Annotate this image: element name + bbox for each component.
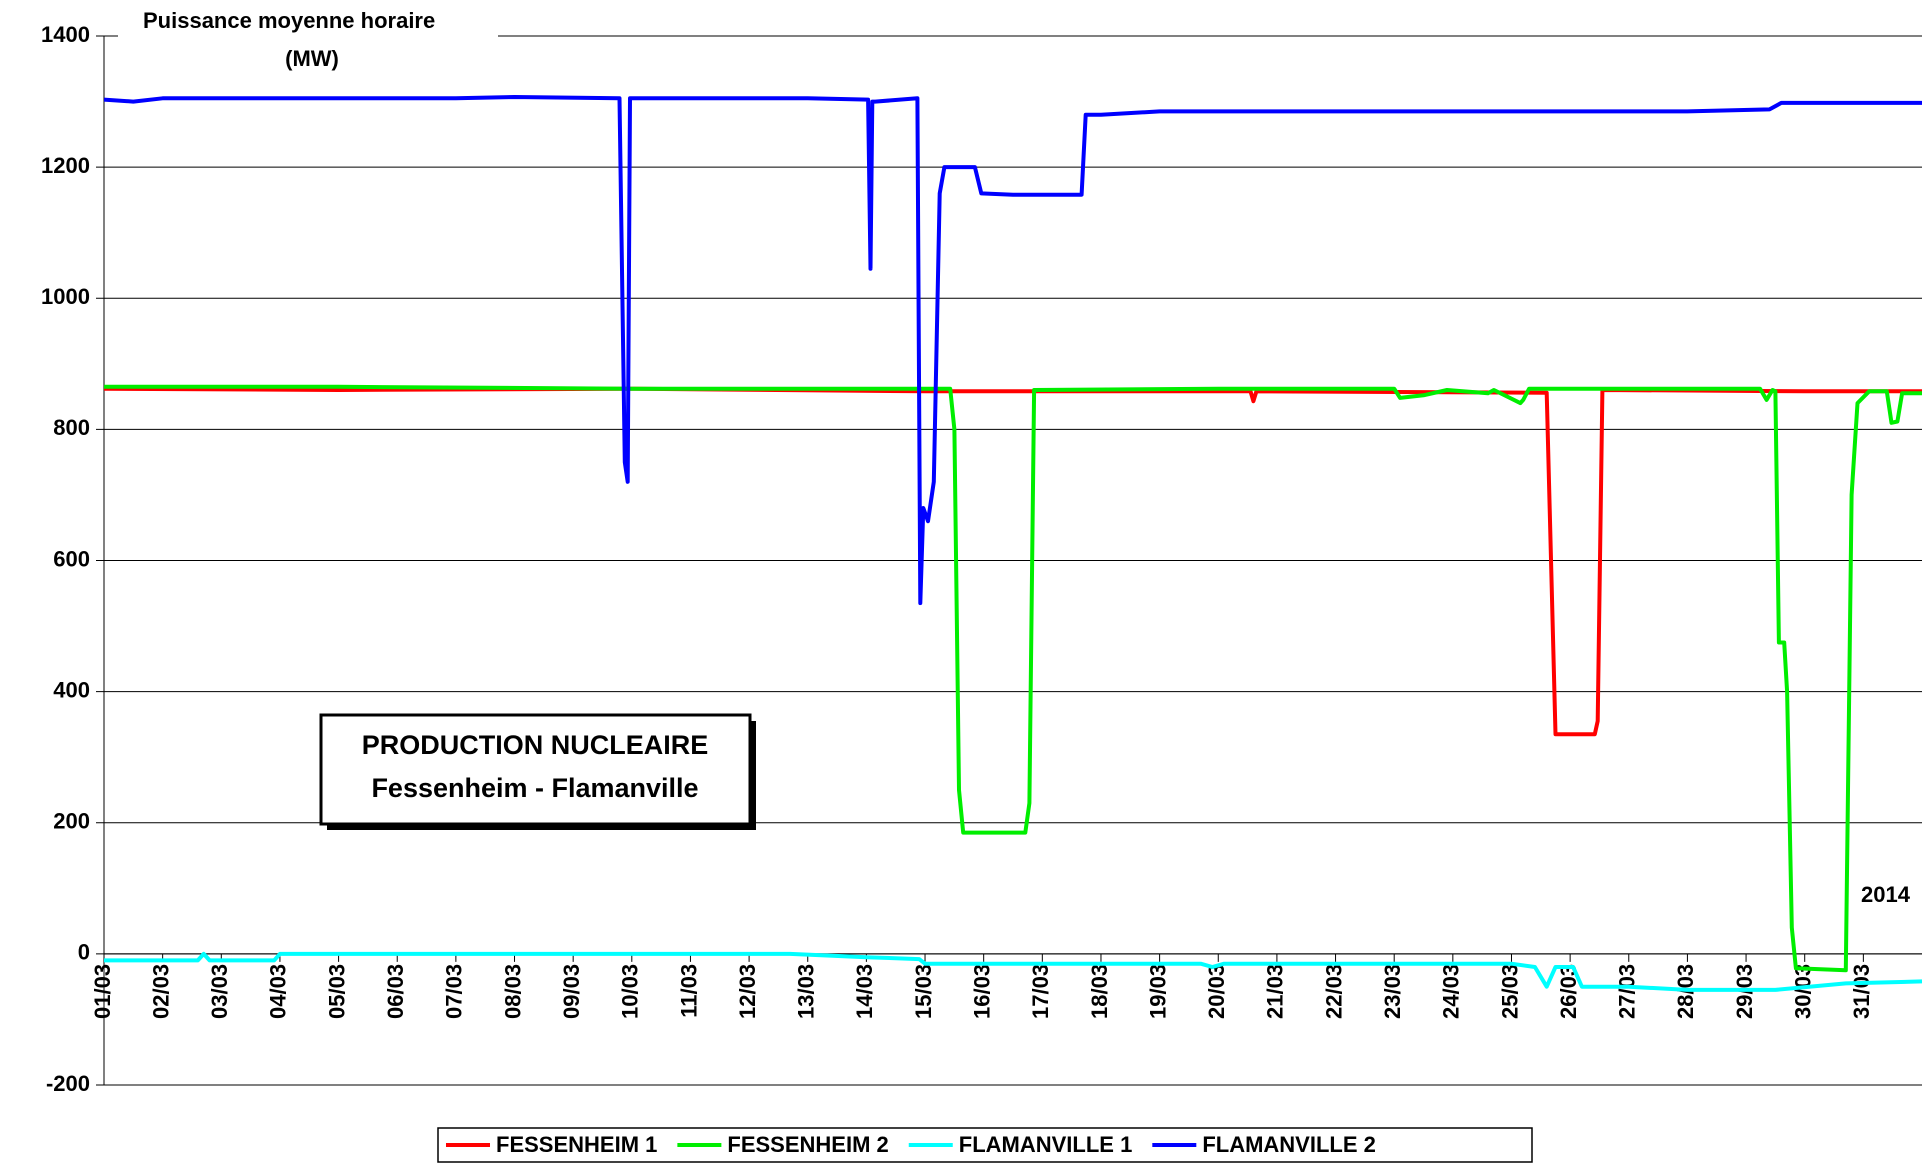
y-tick-label: 200 (53, 809, 90, 834)
x-tick-label: 30/03 (1791, 964, 1816, 1019)
legend-label: FLAMANVILLE 2 (1202, 1132, 1376, 1157)
y-tick-label: 800 (53, 415, 90, 440)
x-tick-label: 01/03 (90, 964, 115, 1019)
x-tick-label: 06/03 (383, 964, 408, 1019)
x-tick-label: 07/03 (442, 964, 467, 1019)
legend-label: FESSENHEIM 1 (496, 1132, 657, 1157)
y-tick-label: 1400 (41, 22, 90, 47)
x-tick-label: 13/03 (794, 964, 819, 1019)
x-tick-label: 16/03 (969, 964, 994, 1019)
box-subtitle: Fessenheim - Flamanville (371, 773, 698, 803)
x-tick-label: 27/03 (1615, 964, 1640, 1019)
y-tick-label: 1000 (41, 284, 90, 309)
y-tick-label: -200 (46, 1071, 90, 1096)
x-tick-label: 22/03 (1321, 964, 1346, 1019)
x-tick-label: 12/03 (735, 964, 760, 1019)
x-tick-label: 08/03 (500, 964, 525, 1019)
legend-label: FESSENHEIM 2 (727, 1132, 888, 1157)
x-tick-label: 31/03 (1849, 964, 1874, 1019)
y-axis-label: (MW) (285, 46, 339, 71)
x-tick-label: 04/03 (266, 964, 291, 1019)
y-tick-label: 0 (78, 940, 90, 965)
legend (437, 1127, 1533, 1163)
chart-title: Puissance moyenne horaire (143, 8, 435, 33)
x-tick-label: 11/03 (676, 964, 701, 1018)
grid: -200 0 200 400 600 800 1000 1200 1400 01/03 02/03 0… (41, 22, 1922, 1096)
legend-items: FESSENHEIM 1 FESSENHEIM 2 FLAMANVILLE 1 FLA… (446, 1132, 1376, 1157)
x-tick-label: 20/03 (1204, 964, 1229, 1019)
title-bg (118, 6, 498, 64)
x-tick-label: 03/03 (207, 964, 232, 1019)
x-tick-label: 14/03 (852, 964, 877, 1019)
series-line (103, 95, 1922, 606)
x-tick-label: 15/03 (911, 964, 936, 1019)
annotation: 2014 (1861, 882, 1911, 907)
box-title: PRODUCTION NUCLEAIRE (362, 730, 709, 760)
y-tick-label: 400 (53, 677, 90, 702)
x-tick-label: 09/03 (559, 964, 584, 1019)
series-line (104, 384, 1922, 973)
x-tick-label: 25/03 (1497, 964, 1522, 1019)
x-tick-label: 19/03 (1145, 964, 1170, 1019)
x-tick-label: 24/03 (1439, 964, 1464, 1019)
x-tick-label: 18/03 (1087, 964, 1112, 1019)
x-tick-label: 10/03 (618, 964, 643, 1019)
series-line (104, 951, 1922, 992)
x-tick-label: 17/03 (1028, 964, 1053, 1019)
lines (103, 95, 1922, 992)
x-tick-label: 21/03 (1263, 964, 1288, 1019)
title-box (319, 713, 752, 826)
x-tick-label: 05/03 (324, 964, 349, 1019)
y-tick-label: 600 (53, 546, 90, 571)
legend-label: FLAMANVILLE 1 (959, 1132, 1133, 1157)
x-tick-label: 02/03 (148, 964, 173, 1019)
x-tick-label: 23/03 (1380, 964, 1405, 1019)
y-tick-label: 1200 (41, 153, 90, 178)
